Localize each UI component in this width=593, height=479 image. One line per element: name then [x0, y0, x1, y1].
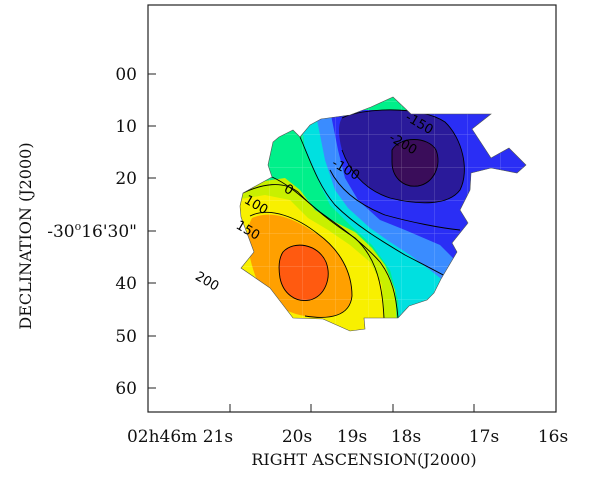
x-tick-label-1: 20s: [282, 427, 312, 447]
map-outline: [239, 96, 527, 332]
x-tick-label-5: 16s: [538, 427, 568, 447]
x-tick-label-3: 18s: [391, 427, 421, 447]
y-center-prefix: -30: [47, 222, 74, 242]
contour-line-neg100: [299, 136, 471, 291]
contour-line-neg200: [391, 139, 439, 187]
x-tick-label-0: 02h46m 21s: [127, 427, 233, 447]
contour-line-150: [249, 211, 353, 318]
y-center-rest: 16'30": [81, 222, 137, 242]
x-tick-label-2: 19s: [337, 427, 367, 447]
y-axis-title: DECLINATION (J2000): [16, 142, 35, 329]
y-tick-label-3: 40: [115, 274, 137, 294]
y-tick-label-center: -30o16'30": [47, 220, 137, 242]
contour-line-neg150: [341, 109, 465, 204]
y-tick-label-4: 50: [115, 327, 137, 347]
contour-line-200: [278, 244, 329, 301]
y-tick-label-5: 60: [115, 379, 137, 399]
y-tick-label-1: 10: [115, 117, 137, 137]
contour-line-100: [242, 184, 385, 319]
x-tick-label-4: 17s: [469, 427, 499, 447]
y-center-degree: o: [75, 220, 82, 233]
contour-line-neg120: [329, 169, 461, 231]
x-axis-title: RIGHT ASCENSION(J2000): [251, 450, 476, 469]
y-tick-label-2: 20: [115, 169, 137, 189]
y-tick-label-0: 00: [115, 65, 137, 85]
